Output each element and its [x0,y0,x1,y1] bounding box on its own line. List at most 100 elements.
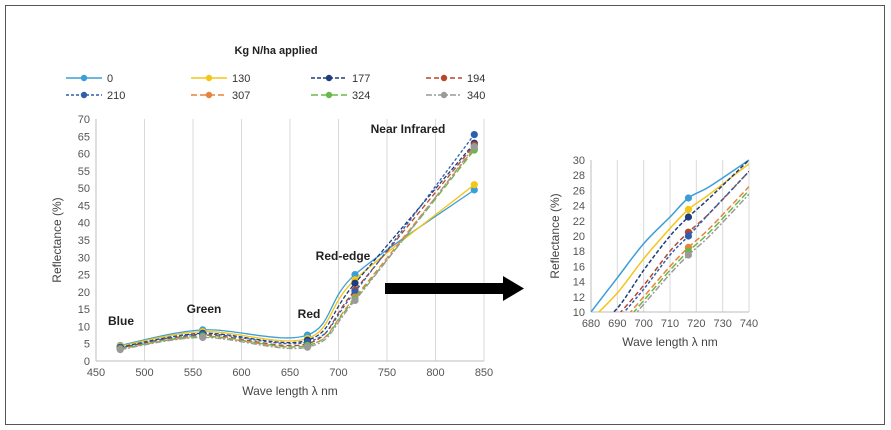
y-axis-label: Reflectance (%) [50,197,64,282]
main-chart: 450 500 550 600 650 700 750 800 850 0 5 10 15 20 25 30 3… [50,114,493,398]
y-tick-label: 0 [84,356,90,368]
x-tick-label: 800 [426,367,444,379]
y-tick-label: 15 [78,304,90,316]
data-point-177 [351,279,359,287]
series-line-130 [120,184,475,347]
arrow-icon [385,276,524,301]
legend-marker-210 [80,91,88,99]
data-point-210 [351,288,359,296]
legend-label-307: 307 [232,90,250,102]
x-tick-label: 550 [184,367,202,379]
figure-frame: Kg N/ha applied 0 130 177 194 210 307 324 340 4… [5,5,885,425]
y-tick-label: 45 [78,200,90,212]
data-point-0 [470,186,478,194]
y-tick-label: 5 [84,339,90,351]
legend-title: Kg N/ha applied [234,45,317,57]
y-axis-label: Reflectance (%) [548,193,562,278]
data-point-0 [684,194,693,202]
series-line-210 [623,170,749,312]
x-tick-label: 710 [661,318,679,330]
data-point-210 [684,232,693,240]
data-point-210 [470,130,478,139]
x-tick-label: 850 [475,367,493,379]
y-tick-label: 65 [78,131,90,143]
series-line-324 [632,189,749,312]
y-tick-label: 20 [78,287,90,299]
legend-label-177: 177 [352,73,370,85]
x-tick-label: 680 [582,318,600,330]
y-tick-label: 40 [78,218,90,230]
legend-label-324: 324 [352,90,370,102]
data-point-130 [684,205,693,213]
series-line-340 [636,193,749,312]
x-axis-label: Wave length λ nm [622,335,718,349]
data-point-340 [303,343,312,351]
legend-label-340: 340 [467,90,485,102]
data-point-340 [351,296,359,305]
y-tick-label: 55 [78,166,90,178]
x-tick-label: 720 [687,318,705,330]
region-label: Green [187,302,222,316]
region-label: Red-edge [316,249,371,263]
series-line-130 [597,163,749,312]
region-label: Red [298,307,321,321]
series-line-194 [619,170,749,312]
legend-marker-177 [325,74,333,82]
legend-marker-194 [440,74,448,82]
legend-marker-324 [325,91,333,99]
y-tick-label: 14 [573,277,585,289]
legend-marker-130 [205,74,213,82]
x-tick-label: 690 [608,318,626,330]
legend-label-130: 130 [232,73,250,85]
legend-label-0: 0 [107,73,113,85]
data-point-340 [199,333,207,342]
region-label: Blue [108,314,134,328]
x-tick-label: 500 [135,367,153,379]
series-line-324 [120,149,475,350]
legend-label-210: 210 [107,90,125,102]
x-tick-label: 730 [713,318,731,330]
y-tick-label: 22 [573,216,585,228]
y-tick-label: 10 [573,307,585,319]
series-line-307 [629,186,749,312]
y-tick-label: 30 [573,155,585,167]
figure-svg: Kg N/ha applied 0 130 177 194 210 307 324 340 4… [50,45,758,398]
x-tick-label: 600 [232,367,250,379]
data-point-340 [116,345,124,354]
region-label: Near Infrared [371,122,446,136]
y-tick-label: 30 [78,252,90,264]
x-tick-label: 740 [740,318,758,330]
x-tick-label: 450 [87,367,105,379]
y-tick-label: 20 [573,231,585,243]
y-tick-label: 24 [573,201,585,213]
x-tick-label: 700 [329,367,347,379]
y-tick-label: 10 [78,321,90,333]
y-tick-label: 16 [573,261,585,273]
data-point-340 [684,251,693,259]
y-tick-label: 26 [573,185,585,197]
series-line-210 [120,134,475,349]
zoom-chart: 680 690 700 710 720 730 740 10 12 14 16 18 20 22 24 26 2… [548,155,758,349]
x-tick-label: 700 [634,318,652,330]
series-line-0 [591,159,749,312]
series-line-0 [120,189,475,347]
x-tick-label: 750 [378,367,396,379]
data-point-0 [351,270,359,279]
y-tick-label: 50 [78,183,90,195]
x-axis-label: Wave length λ nm [242,384,338,398]
series-group [591,159,749,312]
legend: Kg N/ha applied 0 130 177 194 210 307 324 340 [66,45,485,102]
legend-marker-307 [205,91,213,99]
y-tick-label: 70 [78,114,90,126]
data-point-177 [684,213,693,221]
y-tick-label: 25 [78,270,90,282]
y-tick-label: 12 [573,292,585,304]
legend-label-194: 194 [467,73,485,85]
series-group [116,130,478,354]
y-tick-label: 18 [573,246,585,258]
y-tick-label: 60 [78,149,90,161]
x-tick-label: 650 [281,367,299,379]
legend-marker-340 [440,91,448,99]
legend-marker-0 [80,74,88,82]
y-tick-label: 28 [573,170,585,182]
